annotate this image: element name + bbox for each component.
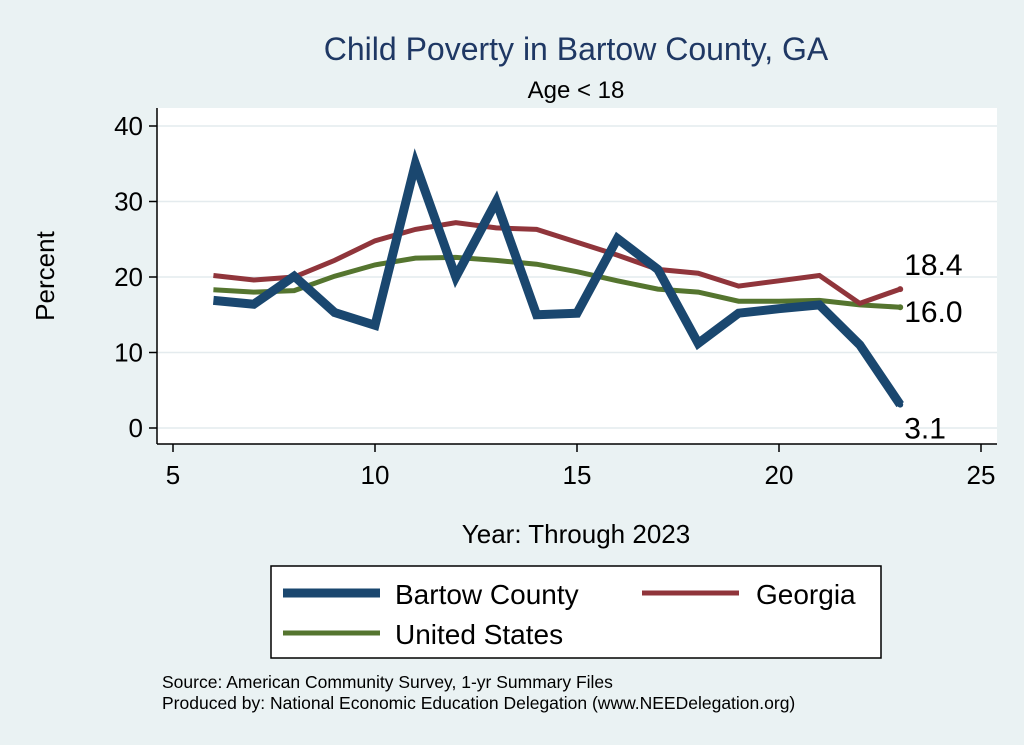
chart-subtitle: Age < 18 (528, 77, 625, 104)
legend-label-united-states: United States (395, 619, 563, 650)
series-layer (212, 148, 904, 408)
end-value-label: 3.1 (904, 413, 946, 446)
end-value-label: 16.0 (904, 296, 962, 329)
y-tick-label: 30 (114, 187, 143, 217)
x-tick-label: 15 (563, 460, 592, 490)
source-note: Source: American Community Survey, 1-yr … (162, 672, 613, 692)
x-axis-title: Year: Through 2023 (462, 519, 690, 549)
series-end-point-united-states (897, 304, 904, 311)
x-tick-label: 5 (166, 460, 180, 490)
legend: Bartow County Georgia United States (270, 565, 882, 659)
produced-by-note: Produced by: National Economic Education… (162, 693, 795, 713)
y-tick-label: 10 (114, 338, 143, 368)
y-tick-label: 40 (114, 111, 143, 141)
legend-label-bartow-county: Bartow County (395, 579, 579, 610)
tick-layer: 0 10 20 30 40 5 10 15 20 25 (114, 111, 995, 490)
legend-label-georgia: Georgia (756, 579, 856, 610)
chart-title: Child Poverty in Bartow County, GA (324, 31, 829, 67)
series-line-bartow-county (212, 148, 904, 408)
series-line-georgia (213, 220, 902, 307)
legend-box (270, 565, 882, 659)
x-tick-label: 25 (967, 460, 996, 490)
y-tick-label: 20 (114, 262, 143, 292)
end-label-layer: 18.4 16.0 3.1 (904, 249, 962, 446)
y-axis-title: Percent (30, 230, 60, 320)
end-value-label: 18.4 (904, 249, 962, 282)
x-tick-label: 10 (361, 460, 390, 490)
series-end-point-bartow-county (897, 401, 904, 408)
series-end-point-georgia (897, 286, 904, 293)
y-tick-label: 0 (129, 413, 143, 443)
series-line-united-states (213, 254, 901, 310)
x-tick-label: 20 (765, 460, 794, 490)
